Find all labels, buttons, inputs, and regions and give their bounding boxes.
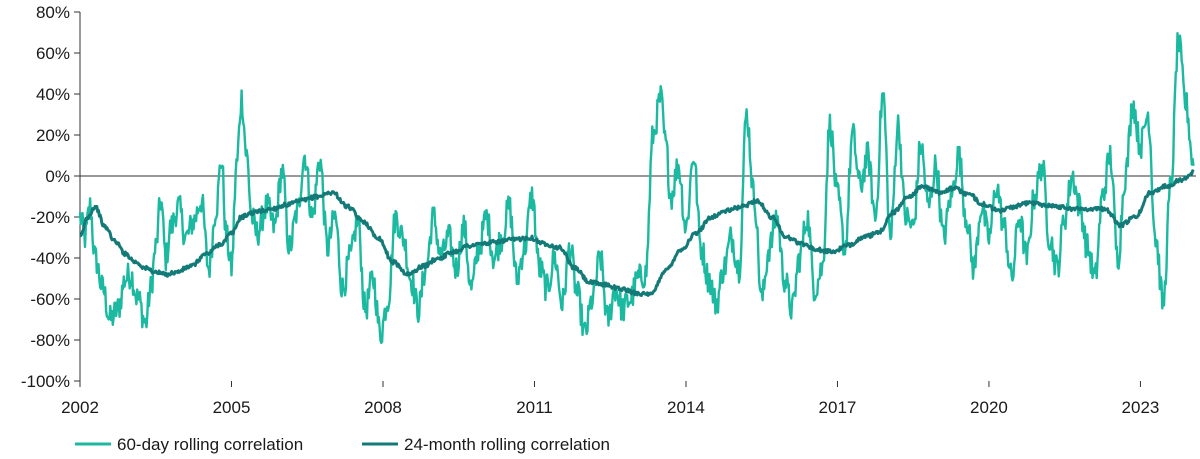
x-tick-label: 2014 <box>667 398 705 417</box>
series-line-60-day <box>78 32 1195 344</box>
y-tick-label: -80% <box>30 331 70 350</box>
y-tick-label: -60% <box>30 290 70 309</box>
y-tick-label: -40% <box>30 249 70 268</box>
y-axis-ticks: 80% 60% 40% 20% 0% -20% -40% -60% -80% -100% <box>21 3 80 391</box>
x-tick-label: 2017 <box>819 398 857 417</box>
legend: 60-day rolling correlation 24-month rolli… <box>75 435 610 454</box>
y-tick-label: 80% <box>36 3 70 22</box>
series-line-24-month <box>79 169 1195 297</box>
y-tick-label: 0% <box>45 167 70 186</box>
legend-label: 60-day rolling correlation <box>117 435 303 454</box>
x-tick-label: 2023 <box>1122 398 1160 417</box>
y-tick-label: -20% <box>30 208 70 227</box>
x-axis-ticks: 2002 2005 2008 2011 2014 2017 2020 2023 <box>61 381 1159 417</box>
x-tick-label: 2005 <box>213 398 251 417</box>
x-tick-label: 2011 <box>516 398 553 417</box>
legend-label: 24-month rolling correlation <box>404 435 610 454</box>
y-tick-label: -100% <box>21 372 70 391</box>
x-tick-label: 2002 <box>61 398 99 417</box>
y-tick-label: 60% <box>36 44 70 63</box>
series-layer <box>78 32 1195 344</box>
x-tick-label: 2008 <box>364 398 402 417</box>
y-tick-label: 20% <box>36 126 70 145</box>
x-tick-label: 2020 <box>970 398 1008 417</box>
y-tick-label: 40% <box>36 85 70 104</box>
